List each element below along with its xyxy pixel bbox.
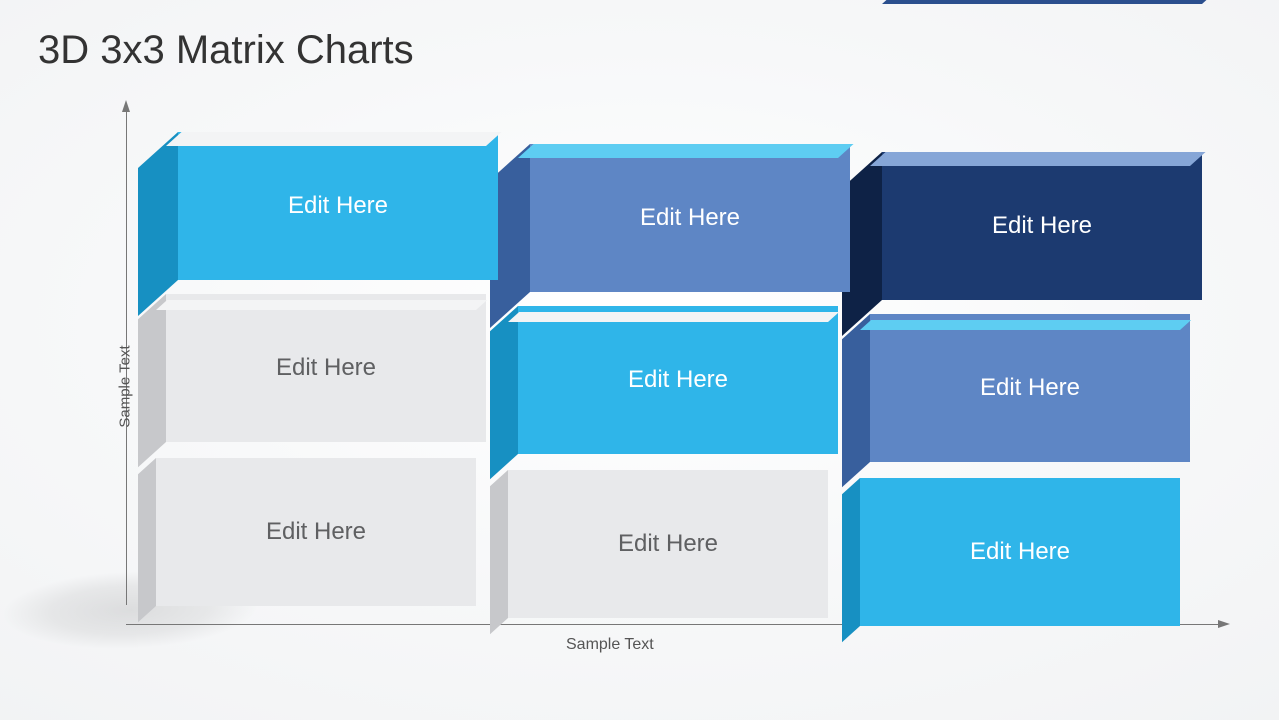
cell-label: Edit Here [288,192,388,220]
block-front-face: Edit Here [870,314,1190,462]
cell-label: Edit Here [618,530,718,558]
cell-label: Edit Here [640,204,740,232]
block-front-face: Edit Here [860,478,1180,626]
block-top-face [860,320,1191,330]
arrow-right-icon [1218,620,1230,628]
cell-label: Edit Here [266,518,366,546]
cell-label: Edit Here [276,354,376,382]
block-front-face: Edit Here [178,132,498,280]
block-side-face [138,458,156,622]
block-front-face: Edit Here [882,152,1202,300]
block-top-face [156,300,487,310]
block-side-face [138,132,178,316]
block-side-face [842,478,860,642]
x-axis-label: Sample Text [566,636,654,654]
block-top-face [508,312,839,322]
block-side-face [138,294,166,467]
block-top-face [166,132,502,146]
block-front-face: Edit Here [508,470,828,618]
slide-title: 3D 3x3 Matrix Charts [38,28,414,73]
block-side-face [490,306,518,479]
y-axis-label: Sample Text [117,345,134,427]
block-side-face [842,314,870,487]
block-front-face: Edit Here [518,306,838,454]
cell-label: Edit Here [628,366,728,394]
cell-label: Edit Here [992,212,1092,240]
matrix-chart: Edit Here Edit Here Edit Here Edit Here Edit… [138,112,1198,622]
block-top-face [518,144,854,158]
block-front-face: Edit Here [530,144,850,292]
cell-label: Edit Here [970,538,1070,566]
block-front-face: Edit Here [156,458,476,606]
cell-label: Edit Here [980,374,1080,402]
block-top-face [882,0,1224,4]
arrow-up-icon [122,100,130,112]
block-front-face: Edit Here [166,294,486,442]
block-side-face [490,470,508,634]
block-top-face [870,152,1206,166]
